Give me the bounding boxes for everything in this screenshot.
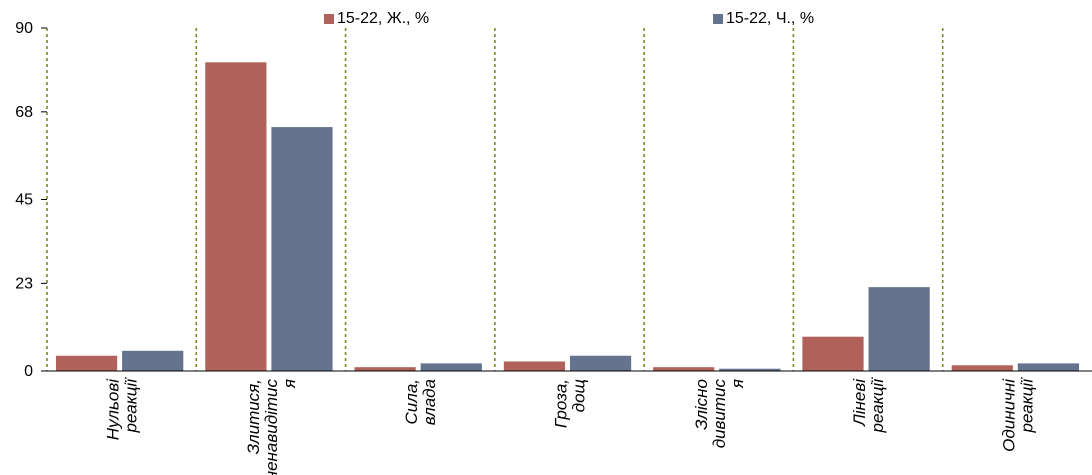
x-tick-label: Злісно дивитис я — [692, 379, 747, 449]
x-tick-label-line: я — [728, 379, 747, 389]
bar-series-0-cat-6 — [952, 365, 1013, 371]
bar-series-0-cat-3 — [504, 361, 565, 371]
x-tick-label-line: Одиничні — [999, 378, 1018, 452]
x-tick-label-line: я — [280, 379, 299, 389]
bar-series-1-cat-1 — [271, 127, 332, 371]
x-axis-ticks: Нульові реакції Злитися, ненавидітис я Сила, в… — [104, 377, 1037, 475]
x-tick-label: Гроза, дощ — [552, 379, 589, 428]
bar-series-1-cat-5 — [869, 287, 930, 371]
x-tick-label-line: Сила, — [402, 379, 421, 425]
y-tick-label: 23 — [15, 275, 33, 292]
x-tick-label-line: реакції — [868, 377, 887, 434]
y-tick-label: 68 — [15, 104, 33, 121]
x-tick-label-line: Ліневі — [850, 378, 869, 427]
bar-series-1-cat-0 — [122, 351, 183, 371]
y-axis-ticks: 0 23 45 68 90 — [15, 20, 47, 380]
x-tick-label: Сила, влада — [402, 379, 439, 425]
bar-series-0-cat-1 — [205, 62, 266, 371]
x-tick-label: Ліневі реакції — [850, 377, 887, 434]
x-tick-label-line: дощ — [570, 379, 589, 412]
bar-series-0-cat-4 — [653, 367, 714, 371]
x-tick-label: Нульові реакції — [104, 377, 141, 440]
y-tick-label: 45 — [15, 192, 33, 209]
x-tick-label-line: Злитися, — [244, 379, 263, 454]
bar-series-1-cat-3 — [570, 356, 631, 371]
x-tick-label-line: Гроза, — [552, 379, 571, 428]
x-tick-label: Злитися, ненавидітис я — [244, 379, 299, 475]
x-tick-label-line: Нульові — [104, 378, 123, 440]
x-tick-label-line: ненавидітис — [262, 379, 281, 475]
bar-series-0-cat-0 — [56, 356, 117, 371]
bar-series-0-cat-5 — [802, 337, 863, 371]
bar-marks — [56, 62, 1079, 371]
x-tick-label-line: реакції — [122, 377, 141, 434]
y-tick-label: 0 — [24, 363, 33, 380]
x-tick-label-line: реакції — [1017, 377, 1036, 434]
bar-series-0-cat-2 — [355, 367, 416, 371]
bar-series-1-cat-2 — [421, 363, 482, 371]
bar-series-1-cat-6 — [1018, 363, 1079, 371]
y-tick-label: 90 — [15, 20, 33, 37]
grid-lines — [47, 28, 943, 371]
x-tick-label-line: влада — [420, 379, 439, 425]
x-tick-label-line: дивитис — [710, 379, 729, 449]
x-tick-label: Одиничні реакції — [999, 377, 1036, 452]
x-tick-label-line: Злісно — [692, 379, 711, 430]
